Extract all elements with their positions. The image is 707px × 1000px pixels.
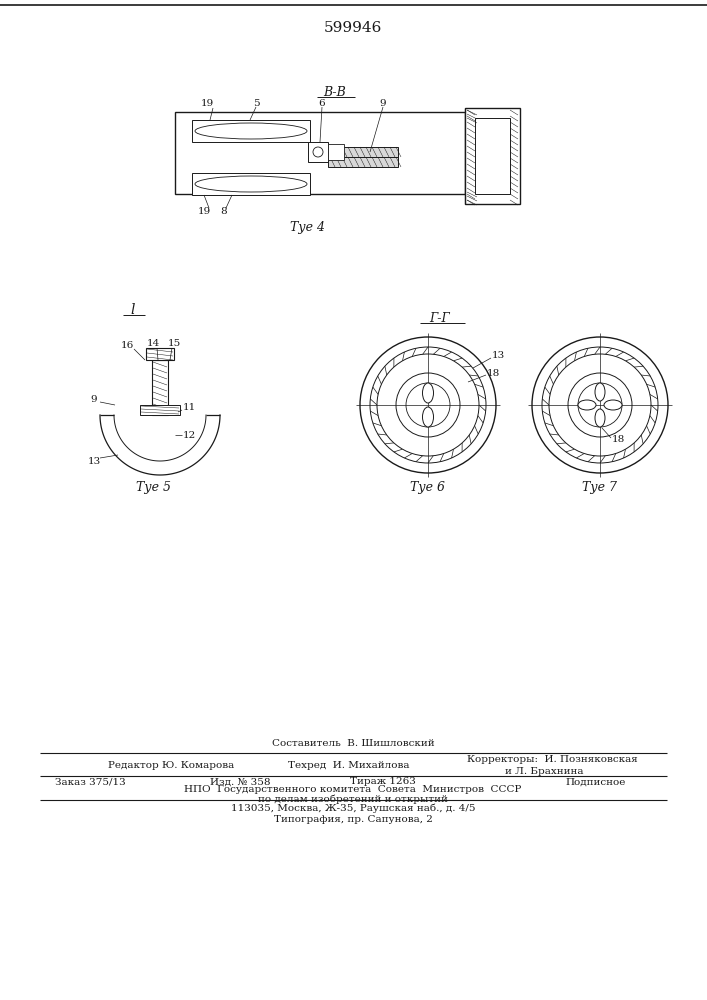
Text: НПО  Государственного комитета  Совета  Министров  СССР: НПО Государственного комитета Совета Мин…	[185, 786, 522, 794]
Ellipse shape	[423, 383, 433, 403]
Text: Г-Г: Г-Г	[430, 312, 450, 324]
Text: 6: 6	[319, 99, 325, 107]
Circle shape	[377, 354, 479, 456]
Text: l: l	[131, 303, 135, 317]
Bar	[140, 405, 180, 415]
Circle shape	[568, 373, 632, 437]
Text: 18: 18	[487, 368, 501, 377]
Text: Тираж 1263: Тираж 1263	[350, 778, 416, 786]
Ellipse shape	[595, 409, 605, 427]
Bar	[328, 144, 344, 160]
Text: 16: 16	[120, 340, 134, 350]
Circle shape	[542, 347, 658, 463]
Text: Τуе 5: Τуе 5	[136, 481, 170, 493]
Text: 12: 12	[183, 430, 197, 440]
Bar	[146, 348, 174, 360]
Text: Заказ 375/13: Заказ 375/13	[55, 778, 126, 786]
Bar	[175, 112, 465, 194]
Text: Составитель  В. Шишловский: Составитель В. Шишловский	[271, 740, 434, 748]
Text: 599946: 599946	[324, 21, 382, 35]
Text: 9: 9	[380, 99, 386, 107]
Circle shape	[549, 354, 651, 456]
Bar	[465, 108, 520, 204]
Bar	[152, 360, 168, 415]
Ellipse shape	[423, 407, 433, 427]
Text: 9: 9	[90, 395, 98, 404]
Circle shape	[396, 373, 460, 437]
Circle shape	[360, 337, 496, 473]
Text: Типография, пр. Сапунова, 2: Типография, пр. Сапунова, 2	[274, 816, 433, 824]
Circle shape	[370, 347, 486, 463]
Bar	[328, 157, 398, 167]
Circle shape	[406, 383, 450, 427]
Text: 19: 19	[197, 208, 211, 217]
Text: Τуе 7: Τуе 7	[583, 481, 617, 493]
Text: 19: 19	[200, 99, 214, 107]
Text: 13: 13	[492, 351, 506, 360]
Text: Редактор Ю. Комарова: Редактор Ю. Комарова	[108, 762, 234, 770]
Text: по делам изобретений и открытий: по делам изобретений и открытий	[258, 794, 448, 804]
Text: Τуе 4: Τуе 4	[291, 222, 325, 234]
Bar	[308, 142, 328, 162]
Text: Τуе 6: Τуе 6	[411, 481, 445, 493]
Text: 15: 15	[168, 338, 180, 348]
Ellipse shape	[595, 383, 605, 401]
Text: Корректоры:  И. Позняковская: Корректоры: И. Позняковская	[467, 756, 638, 764]
Text: Изд. № 358: Изд. № 358	[210, 778, 271, 786]
Text: 18: 18	[612, 436, 625, 444]
Text: 5: 5	[252, 99, 259, 107]
Text: 11: 11	[183, 403, 197, 412]
Ellipse shape	[578, 400, 596, 410]
Circle shape	[578, 383, 622, 427]
Text: 113035, Москва, Ж-35, Раушская наб., д. 4/5: 113035, Москва, Ж-35, Раушская наб., д. …	[230, 803, 475, 813]
Bar	[328, 147, 398, 157]
Text: Техред  И. Михайлова: Техред И. Михайлова	[288, 762, 409, 770]
Text: и Л. Брахнина: и Л. Брахнина	[505, 768, 583, 776]
Text: 13: 13	[88, 458, 100, 466]
Bar	[192, 173, 310, 195]
Text: B-B: B-B	[324, 86, 346, 99]
Ellipse shape	[604, 400, 622, 410]
Text: 14: 14	[146, 338, 160, 348]
Text: Подписное: Подписное	[565, 778, 626, 786]
Bar	[475, 118, 510, 194]
Text: 8: 8	[221, 208, 228, 217]
Circle shape	[532, 337, 668, 473]
Bar	[192, 120, 310, 142]
